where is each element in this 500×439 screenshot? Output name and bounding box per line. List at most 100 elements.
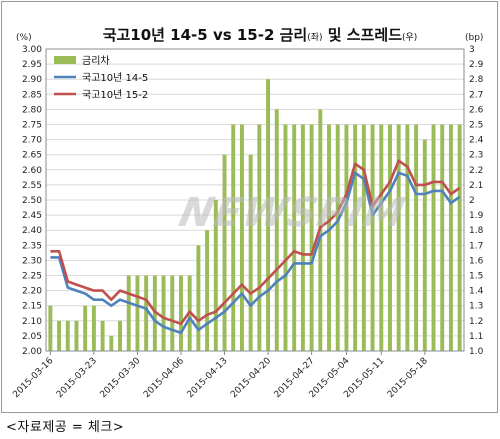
y-left-tick-label: 2.30 [22, 256, 42, 266]
spread-bar [457, 124, 462, 351]
y-left-tick-label: 2.40 [22, 226, 42, 236]
y-left-tick-label: 2.20 [22, 287, 42, 297]
spread-bar [118, 320, 122, 351]
series-line-14-5 [50, 171, 461, 335]
title-mid: 및 스프레드 [323, 26, 403, 44]
spread-bar [396, 124, 401, 351]
y-right-tick-label: 1.4 [469, 287, 484, 297]
y-left-tick-label: 2.00 [22, 347, 42, 357]
lines-layer [50, 159, 461, 335]
chart-title: 국고10년 14-5 vs 15-2 금리(좌) 및 스프레드(우) [103, 26, 418, 44]
y-right-tick-label: 2.3 [469, 151, 483, 161]
spread-bar [126, 275, 131, 351]
legend-label: 국고10년 14-5 [82, 72, 148, 84]
spread-bar [248, 154, 253, 351]
y-right-tick-label: 2.9 [469, 60, 484, 70]
y-right-tick-label: 2.8 [469, 75, 484, 85]
spread-bar [448, 124, 453, 351]
y-right-tick-label: 2.5 [469, 121, 483, 131]
x-tick-label: 2015-05-18 [386, 356, 430, 400]
x-tick-label: 2015-03-30 [98, 356, 142, 400]
chart-frame: 국고10년 14-5 vs 15-2 금리(좌) 및 스프레드(우) (%) (… [1, 1, 498, 413]
spread-bar [83, 305, 88, 351]
x-tick-label: 2015-03-16 [11, 356, 55, 400]
y-right-tick-label: 1.1 [469, 332, 483, 342]
spread-bar [266, 79, 271, 351]
legend-label: 국고10년 15-2 [82, 89, 148, 101]
y-left-tick-label: 2.10 [22, 317, 42, 327]
spread-bar [335, 124, 340, 351]
y-left-tick-label: 2.75 [22, 121, 42, 131]
spread-bar [179, 275, 183, 351]
y-left-tick-label: 2.80 [22, 105, 42, 115]
y-left-tick-label: 2.90 [22, 75, 42, 85]
y-right-tick-label: 1.7 [469, 241, 483, 251]
y-right-tick-label: 2.7 [469, 90, 483, 100]
y-right-tick-label: 1.2 [469, 317, 483, 327]
spread-bar [257, 124, 262, 351]
legend-swatch-bar [54, 56, 76, 64]
spread-bar [431, 124, 436, 351]
spread-bar [161, 275, 166, 351]
y-right-tick-label: 2.6 [469, 105, 484, 115]
spread-bar [344, 124, 349, 351]
y-axis-right-unit: (bp) [465, 33, 483, 43]
y-right-tick-label: 3 [469, 45, 475, 55]
y-left-tick-label: 2.25 [22, 272, 42, 282]
bars-layer [48, 79, 462, 352]
y-right-tick-label: 1.3 [469, 302, 483, 312]
spread-bar [196, 245, 201, 351]
spread-bar [65, 320, 70, 351]
spread-bar [135, 275, 140, 351]
x-tick-label: 2015-04-06 [142, 356, 186, 400]
spread-bar [309, 124, 314, 351]
y-right-tick-label: 1.8 [469, 226, 484, 236]
source-note: <자료제공 = 체크> [6, 420, 125, 435]
y-left-tick-label: 2.50 [22, 196, 42, 206]
watermark: NEWSPIM [175, 190, 410, 236]
y-right-tick-label: 1.9 [469, 211, 484, 221]
spread-bar [100, 320, 105, 351]
y-right-tick-label: 1.5 [469, 272, 483, 282]
title-sub-left: (좌) [307, 32, 322, 43]
spread-bar [283, 124, 288, 351]
spread-bar [414, 124, 419, 351]
x-tick-label: 2015-03-23 [55, 356, 99, 400]
spread-bar [144, 275, 149, 351]
spread-bar [239, 124, 244, 351]
x-tick-label: 2015-04-13 [186, 356, 230, 400]
y-right-tick-label: 1.6 [469, 256, 484, 266]
y-left-tick-label: 2.45 [22, 211, 42, 221]
y-left-tick-label: 2.65 [22, 151, 42, 161]
spread-bar [388, 124, 392, 351]
y-right-tick-label: 1.0 [469, 347, 484, 357]
y-left-tick-label: 2.70 [22, 136, 42, 146]
chart-svg: 국고10년 14-5 vs 15-2 금리(좌) 및 스프레드(우) (%) (… [11, 26, 484, 400]
y-right-tick-label: 2.4 [469, 136, 484, 146]
y-left-tick-label: 2.15 [22, 302, 42, 312]
spread-bar [231, 124, 236, 351]
grid-layer [46, 48, 464, 352]
spread-bar [353, 124, 358, 351]
spread-bar [222, 154, 227, 351]
y-right-tick-label: 2.1 [469, 181, 483, 191]
title-sub-right: (우) [402, 32, 417, 43]
y-left-tick-label: 2.60 [22, 166, 42, 176]
y-left-tick-label: 2.85 [22, 90, 42, 100]
spread-bar [57, 320, 62, 351]
spread-bar [292, 124, 297, 351]
spread-bar [48, 305, 53, 351]
spread-bar [74, 320, 79, 351]
spread-bar [405, 124, 410, 351]
y-right-tick-label: 2 [469, 196, 475, 206]
spread-bar [379, 124, 384, 351]
spread-bar [170, 275, 175, 351]
spread-bar [109, 335, 114, 351]
title-main: 국고10년 14-5 vs 15-2 금리 [103, 26, 308, 44]
y-right-tick-label: 2.2 [469, 166, 483, 176]
y-left-tick-label: 3.00 [22, 45, 42, 55]
spread-bar [422, 139, 427, 351]
spread-bar [361, 124, 366, 351]
y-left-tick-label: 2.95 [22, 60, 42, 70]
